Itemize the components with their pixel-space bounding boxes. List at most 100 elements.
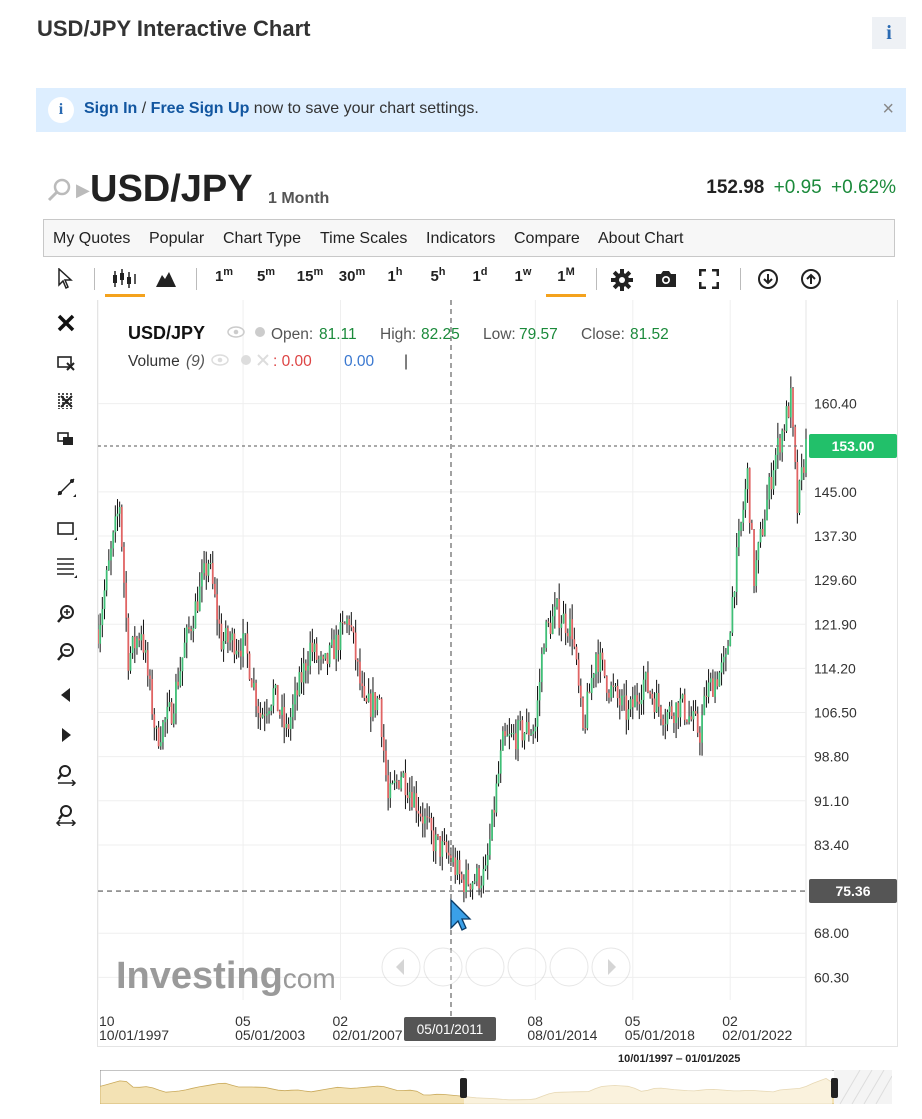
timeframe-5h[interactable]: 5h bbox=[430, 266, 446, 285]
legend-eye-icon[interactable] bbox=[227, 326, 245, 338]
camera-icon[interactable] bbox=[654, 269, 678, 289]
search-icon[interactable] bbox=[46, 176, 74, 204]
chevron-right-icon[interactable]: ▶ bbox=[76, 180, 90, 200]
candle bbox=[272, 679, 275, 714]
trendline-icon[interactable] bbox=[55, 476, 77, 498]
candle bbox=[573, 627, 576, 650]
menu-my-quotes[interactable]: My Quotes bbox=[53, 230, 131, 247]
candle bbox=[198, 572, 201, 612]
scroll-right-icon[interactable] bbox=[55, 724, 77, 746]
cloud-download-icon[interactable] bbox=[757, 269, 779, 289]
free-sign-up-link[interactable]: Free Sign Up bbox=[150, 100, 250, 117]
candlestick-chart-icon[interactable] bbox=[111, 268, 137, 290]
volume-gear-icon[interactable] bbox=[241, 355, 251, 365]
fibonacci-icon[interactable] bbox=[55, 556, 77, 578]
x-tick-top: 05 bbox=[625, 1013, 641, 1029]
candle bbox=[545, 619, 548, 652]
timeframe-1h[interactable]: 1h bbox=[387, 266, 403, 285]
zoom-in-icon[interactable] bbox=[55, 604, 77, 626]
float-zoom-range-in-icon[interactable] bbox=[507, 947, 547, 987]
close-icon[interactable]: × bbox=[882, 98, 894, 120]
delete-all-icon[interactable] bbox=[55, 390, 77, 412]
candle bbox=[120, 504, 123, 552]
x-axis: 1010/01/19970505/01/20030202/01/20070808… bbox=[99, 1013, 793, 1043]
zoom-range-in-icon[interactable] bbox=[55, 764, 77, 786]
float-scroll-right-icon[interactable] bbox=[591, 947, 631, 987]
legend-symbol: USD/JPY bbox=[128, 323, 205, 343]
zoom-out-icon[interactable] bbox=[55, 642, 77, 664]
crosshair-date-badge: 05/01/2011 bbox=[404, 1017, 496, 1041]
candle bbox=[471, 881, 474, 900]
candle bbox=[101, 597, 104, 638]
timeframe-30m[interactable]: 30m bbox=[338, 266, 366, 285]
navigator[interactable] bbox=[99, 1069, 893, 1105]
zoom-range-out-icon[interactable] bbox=[55, 804, 77, 826]
candle bbox=[382, 724, 385, 763]
timeframe-1mo[interactable]: 1M bbox=[557, 266, 575, 285]
timeframe-15m[interactable]: 15m bbox=[296, 266, 324, 285]
candle bbox=[188, 616, 190, 634]
candle bbox=[586, 682, 589, 731]
candle bbox=[430, 812, 433, 845]
sign-in-link[interactable]: Sign In bbox=[84, 100, 138, 117]
candle bbox=[348, 615, 351, 636]
candle bbox=[170, 698, 173, 725]
volume-close-icon[interactable] bbox=[257, 354, 269, 366]
info-icon[interactable]: i bbox=[872, 17, 906, 49]
candle bbox=[441, 831, 444, 871]
menu-chart-type[interactable]: Chart Type bbox=[223, 230, 301, 247]
candle bbox=[387, 759, 390, 811]
scroll-left-icon[interactable] bbox=[55, 684, 77, 706]
candle bbox=[480, 875, 483, 898]
notice-separator: / bbox=[137, 100, 151, 117]
legend-volume-period: (9) bbox=[186, 353, 205, 370]
fullscreen-icon[interactable] bbox=[699, 269, 719, 289]
volume-eye-icon[interactable] bbox=[211, 354, 229, 366]
chart-svg[interactable]: USD/JPY Open: 81.11 High: 82.25 Low: 79.… bbox=[97, 300, 899, 1047]
float-zoom-range-out-icon[interactable] bbox=[549, 947, 589, 987]
candle bbox=[289, 707, 292, 741]
legend-gear-icon[interactable] bbox=[255, 327, 265, 337]
menu-indicators[interactable]: Indicators bbox=[426, 230, 496, 247]
menu-popular[interactable]: Popular bbox=[149, 230, 205, 247]
cursor-icon[interactable] bbox=[57, 268, 73, 290]
float-zoom-out-icon[interactable] bbox=[465, 947, 505, 987]
menu-time-scales[interactable]: Time Scales bbox=[320, 230, 408, 247]
float-zoom-in-icon[interactable] bbox=[423, 947, 463, 987]
timeframe-5m[interactable]: 5m bbox=[256, 266, 276, 285]
timeframe-1d[interactable]: 1d bbox=[472, 266, 488, 285]
drawing-toolbar bbox=[43, 300, 97, 1117]
candle bbox=[547, 618, 550, 628]
candle bbox=[175, 673, 177, 725]
price-chart[interactable]: USD/JPY Open: 81.11 High: 82.25 Low: 79.… bbox=[97, 300, 898, 1047]
menu-about-chart[interactable]: About Chart bbox=[598, 230, 684, 247]
menu-compare[interactable]: Compare bbox=[514, 230, 580, 247]
gear-icon[interactable] bbox=[611, 269, 633, 291]
rectangle-icon[interactable] bbox=[55, 518, 77, 540]
legend-volume-label: Volume bbox=[128, 353, 180, 370]
timeframe-1w[interactable]: 1w bbox=[514, 266, 532, 285]
candle bbox=[205, 551, 208, 590]
clone-icon[interactable] bbox=[55, 428, 77, 450]
candle bbox=[376, 695, 379, 716]
candle bbox=[235, 638, 238, 660]
candle bbox=[603, 659, 606, 679]
x-tick-date: 02/01/2022 bbox=[722, 1027, 792, 1043]
cloud-upload-icon[interactable] bbox=[800, 269, 822, 289]
candle bbox=[116, 499, 119, 531]
candle bbox=[224, 620, 227, 644]
timeframe-1m[interactable]: 1m bbox=[214, 266, 234, 285]
candle bbox=[493, 796, 496, 828]
navigator-right-handle[interactable] bbox=[831, 1078, 838, 1098]
candle bbox=[105, 566, 108, 597]
close-tool-icon[interactable] bbox=[55, 312, 77, 334]
candle bbox=[614, 682, 617, 692]
navigator-left-handle[interactable] bbox=[460, 1078, 467, 1098]
area-chart-icon[interactable] bbox=[155, 270, 177, 288]
candle bbox=[584, 714, 587, 734]
candle bbox=[590, 664, 593, 701]
candle bbox=[610, 681, 613, 702]
delete-drawing-icon[interactable] bbox=[55, 352, 77, 374]
float-scroll-left-icon[interactable] bbox=[381, 947, 421, 987]
candle bbox=[759, 521, 762, 548]
